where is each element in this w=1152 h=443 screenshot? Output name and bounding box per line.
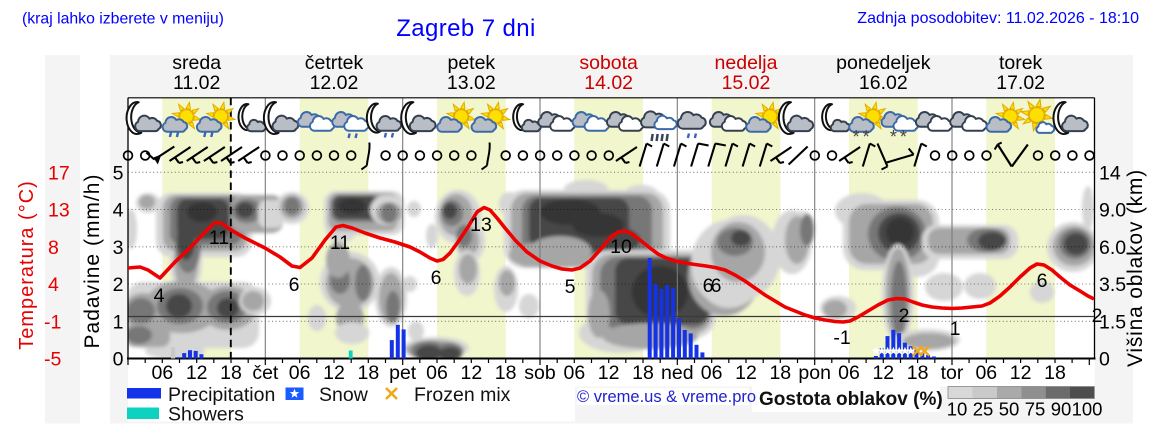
svg-text:16.02: 16.02 (859, 72, 908, 94)
svg-text:11: 11 (209, 227, 229, 249)
svg-text:3: 3 (113, 237, 124, 259)
svg-text:1.5: 1.5 (1099, 311, 1126, 333)
svg-text:2: 2 (113, 274, 124, 296)
svg-text:2: 2 (899, 305, 910, 327)
svg-text:Padavine (mm/h): Padavine (mm/h) (81, 174, 104, 349)
svg-text:06: 06 (151, 362, 173, 384)
svg-text:Gostota oblakov (%): Gostota oblakov (%) (759, 389, 943, 410)
svg-text:6.0: 6.0 (1099, 237, 1126, 259)
svg-text:11.02: 11.02 (173, 72, 220, 94)
svg-text:75: 75 (1025, 399, 1046, 420)
svg-text:06: 06 (975, 362, 997, 384)
svg-text:(kraj lahko izberete v meniju): (kraj lahko izberete v meniju) (22, 11, 224, 28)
svg-text:Temperatura (°C): Temperatura (°C) (16, 180, 38, 350)
svg-text:13: 13 (470, 214, 492, 236)
svg-text:4: 4 (48, 274, 59, 296)
svg-text:13.02: 13.02 (447, 72, 496, 94)
svg-text:8: 8 (48, 237, 59, 259)
svg-text:sreda: sreda (172, 52, 221, 74)
svg-text:Precipitation: Precipitation (168, 384, 275, 406)
svg-text:12: 12 (186, 362, 208, 384)
svg-text:10: 10 (947, 399, 968, 420)
svg-text:4: 4 (154, 285, 165, 307)
svg-text:12: 12 (460, 362, 482, 384)
svg-text:06: 06 (426, 362, 448, 384)
svg-text:1: 1 (950, 318, 961, 340)
svg-text:17: 17 (48, 162, 70, 184)
svg-text:18: 18 (907, 362, 929, 384)
svg-text:90: 90 (1051, 399, 1072, 420)
svg-text:18: 18 (357, 362, 379, 384)
svg-text:18: 18 (632, 362, 654, 384)
svg-text:-1: -1 (44, 311, 61, 333)
svg-text:12: 12 (598, 362, 620, 384)
svg-text:100: 100 (1072, 399, 1103, 420)
svg-text:18: 18 (495, 362, 517, 384)
svg-text:17.02: 17.02 (996, 72, 1045, 94)
svg-text:18: 18 (1044, 362, 1066, 384)
svg-text:Snow: Snow (319, 384, 369, 406)
svg-text:-1: -1 (833, 327, 850, 349)
svg-text:ned: ned (661, 362, 694, 384)
svg-text:*: * (890, 127, 897, 147)
svg-text:12: 12 (735, 362, 757, 384)
svg-text:12: 12 (323, 362, 345, 384)
svg-text:6: 6 (711, 275, 722, 297)
svg-text:6: 6 (289, 274, 300, 296)
svg-text:14: 14 (1099, 162, 1121, 184)
svg-text:Višina oblakov (km): Višina oblakov (km) (1124, 169, 1147, 367)
svg-text:sobota: sobota (579, 52, 638, 74)
svg-text:torek: torek (999, 52, 1043, 74)
svg-text:čet: čet (252, 362, 279, 384)
svg-text:Zadnja posodobitev: 11.02.2026: Zadnja posodobitev: 11.02.2026 - 18:10 (857, 10, 1139, 27)
svg-text:9.0: 9.0 (1099, 200, 1126, 222)
svg-text:12: 12 (872, 362, 894, 384)
svg-text:6: 6 (431, 267, 442, 289)
svg-text:18: 18 (769, 362, 791, 384)
svg-text:12.02: 12.02 (310, 72, 359, 94)
svg-text:*: * (863, 127, 870, 147)
svg-text:*: * (900, 127, 907, 147)
svg-text:5: 5 (565, 276, 576, 298)
svg-text:*: * (853, 127, 860, 147)
svg-text:pon: pon (798, 362, 831, 384)
svg-text:0: 0 (1099, 349, 1110, 371)
svg-text:11: 11 (330, 232, 350, 254)
svg-text:10: 10 (610, 236, 632, 258)
svg-text:Zagreb 7 dni: Zagreb 7 dni (396, 15, 536, 42)
svg-text:25: 25 (973, 399, 994, 420)
svg-text:4: 4 (113, 200, 124, 222)
svg-text:sob: sob (524, 362, 556, 384)
svg-text:© vreme.us & vreme.pro: © vreme.us & vreme.pro (577, 388, 756, 406)
svg-text:12: 12 (1010, 362, 1032, 384)
svg-text:pet: pet (389, 362, 417, 384)
svg-text:6: 6 (1037, 270, 1048, 292)
svg-text:nedelja: nedelja (715, 52, 778, 74)
svg-text:0: 0 (113, 349, 124, 371)
svg-text:petek: petek (447, 52, 495, 74)
svg-text:06: 06 (289, 362, 311, 384)
svg-text:06: 06 (563, 362, 585, 384)
svg-text:06: 06 (838, 362, 860, 384)
svg-text:06: 06 (701, 362, 723, 384)
svg-text:2: 2 (1092, 305, 1103, 327)
svg-text:5: 5 (113, 162, 124, 184)
svg-text:ponedeljek: ponedeljek (836, 52, 931, 74)
svg-text:-5: -5 (44, 349, 61, 371)
svg-text:1: 1 (113, 311, 124, 333)
svg-text:Showers: Showers (168, 404, 244, 426)
svg-text:3.5: 3.5 (1099, 274, 1126, 296)
svg-text:15.02: 15.02 (722, 72, 771, 94)
svg-text:6: 6 (703, 275, 714, 297)
svg-text:tor: tor (941, 362, 964, 384)
svg-text:14.02: 14.02 (584, 72, 633, 94)
svg-text:50: 50 (999, 399, 1020, 420)
svg-text:četrtek: četrtek (305, 52, 364, 74)
svg-text:18: 18 (220, 362, 242, 384)
svg-text:13: 13 (48, 200, 70, 222)
svg-text:Frozen mix: Frozen mix (414, 384, 511, 406)
